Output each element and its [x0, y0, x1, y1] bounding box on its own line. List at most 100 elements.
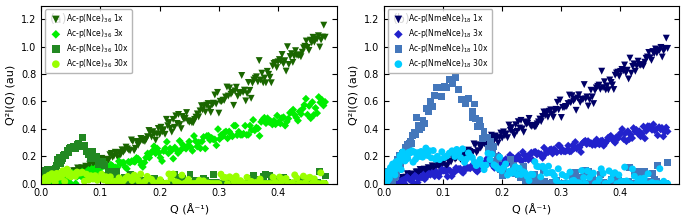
Ac-p(Nce)$_{36}$ 1x	[172, 122, 183, 125]
Ac-p(Nce)$_{36}$ 10x	[197, 181, 208, 184]
Ac-p(Nce)$_{36}$ 10x	[282, 181, 293, 184]
Ac-p(Nce)$_{36}$ 1x	[305, 38, 316, 42]
Ac-p(Nce)$_{36}$ 10x	[40, 171, 51, 175]
Ac-p(NmeNce)$_{18}$ 10x	[523, 175, 534, 179]
Ac-p(Nce)$_{36}$ 30x	[50, 181, 61, 184]
Ac-p(NmeNce)$_{18}$ 1x	[452, 153, 463, 157]
Ac-p(Nce)$_{36}$ 10x	[59, 153, 70, 156]
Ac-p(NmeNce)$_{18}$ 3x	[411, 175, 422, 179]
Ac-p(NmeNce)$_{18}$ 30x	[500, 162, 511, 166]
Ac-p(NmeNce)$_{18}$ 10x	[649, 177, 660, 181]
Ac-p(NmeNce)$_{18}$ 30x	[627, 167, 638, 171]
X-axis label: Q (Å⁻¹): Q (Å⁻¹)	[170, 204, 209, 215]
Ac-p(Nce)$_{36}$ 3x	[222, 137, 233, 140]
Ac-p(NmeNce)$_{18}$ 10x	[382, 182, 393, 185]
Ac-p(Nce)$_{36}$ 3x	[46, 177, 57, 181]
Ac-p(Nce)$_{36}$ 1x	[314, 45, 325, 49]
Ac-p(NmeNce)$_{18}$ 10x	[630, 171, 640, 175]
Ac-p(NmeNce)$_{18}$ 1x	[556, 116, 567, 119]
Ac-p(Nce)$_{36}$ 3x	[284, 111, 295, 115]
Ac-p(Nce)$_{36}$ 1x	[155, 126, 166, 129]
Ac-p(NmeNce)$_{18}$ 1x	[527, 124, 538, 127]
Ac-p(NmeNce)$_{18}$ 30x	[649, 182, 660, 185]
Ac-p(NmeNce)$_{18}$ 1x	[618, 69, 629, 73]
Ac-p(NmeNce)$_{18}$ 30x	[520, 171, 531, 175]
Ac-p(Nce)$_{36}$ 1x	[76, 166, 87, 170]
Ac-p(Nce)$_{36}$ 30x	[109, 180, 120, 183]
Ac-p(Nce)$_{36}$ 10x	[210, 181, 221, 184]
Ac-p(NmeNce)$_{18}$ 1x	[458, 155, 469, 158]
Ac-p(Nce)$_{36}$ 1x	[147, 130, 158, 133]
Ac-p(NmeNce)$_{18}$ 1x	[431, 165, 442, 168]
Ac-p(NmeNce)$_{18}$ 30x	[404, 151, 415, 155]
Ac-p(Nce)$_{36}$ 30x	[218, 176, 229, 179]
Ac-p(Nce)$_{36}$ 3x	[96, 166, 107, 170]
Ac-p(Nce)$_{36}$ 3x	[168, 157, 179, 160]
Ac-p(NmeNce)$_{18}$ 10x	[382, 173, 393, 177]
Ac-p(Nce)$_{36}$ 1x	[151, 132, 162, 135]
Ac-p(Nce)$_{36}$ 10x	[103, 170, 114, 173]
Ac-p(NmeNce)$_{18}$ 3x	[553, 144, 564, 147]
Ac-p(Nce)$_{36}$ 1x	[154, 133, 165, 136]
Ac-p(NmeNce)$_{18}$ 1x	[577, 98, 588, 101]
Ac-p(NmeNce)$_{18}$ 30x	[640, 182, 651, 185]
Ac-p(NmeNce)$_{18}$ 10x	[382, 170, 393, 173]
Ac-p(Nce)$_{36}$ 30x	[51, 175, 62, 179]
Ac-p(Nce)$_{36}$ 10x	[51, 168, 62, 171]
Ac-p(NmeNce)$_{18}$ 10x	[662, 160, 673, 164]
Ac-p(NmeNce)$_{18}$ 1x	[555, 98, 566, 102]
Ac-p(Nce)$_{36}$ 1x	[168, 118, 179, 121]
Ac-p(Nce)$_{36}$ 3x	[49, 182, 60, 185]
Ac-p(NmeNce)$_{18}$ 10x	[560, 182, 571, 185]
Ac-p(NmeNce)$_{18}$ 30x	[488, 163, 499, 167]
Ac-p(NmeNce)$_{18}$ 1x	[534, 117, 545, 121]
Ac-p(Nce)$_{36}$ 10x	[64, 147, 75, 150]
Ac-p(NmeNce)$_{18}$ 3x	[386, 180, 397, 183]
Ac-p(NmeNce)$_{18}$ 30x	[393, 163, 404, 167]
Ac-p(NmeNce)$_{18}$ 3x	[661, 126, 672, 129]
Ac-p(NmeNce)$_{18}$ 10x	[384, 176, 395, 180]
Ac-p(Nce)$_{36}$ 1x	[75, 172, 86, 175]
Ac-p(Nce)$_{36}$ 3x	[45, 181, 55, 185]
Ac-p(Nce)$_{36}$ 30x	[47, 176, 58, 180]
Ac-p(NmeNce)$_{18}$ 10x	[414, 128, 425, 131]
Ac-p(Nce)$_{36}$ 3x	[162, 140, 173, 144]
Ac-p(NmeNce)$_{18}$ 1x	[438, 161, 449, 165]
Ac-p(Nce)$_{36}$ 1x	[42, 182, 53, 185]
Ac-p(NmeNce)$_{18}$ 3x	[475, 164, 486, 167]
Ac-p(Nce)$_{36}$ 10x	[320, 174, 331, 178]
Ac-p(NmeNce)$_{18}$ 1x	[383, 180, 394, 184]
Ac-p(NmeNce)$_{18}$ 1x	[558, 106, 569, 109]
Ac-p(NmeNce)$_{18}$ 1x	[470, 143, 481, 147]
Ac-p(NmeNce)$_{18}$ 30x	[391, 166, 402, 169]
Ac-p(Nce)$_{36}$ 3x	[195, 147, 206, 150]
Ac-p(Nce)$_{36}$ 3x	[39, 182, 50, 185]
Ac-p(Nce)$_{36}$ 30x	[244, 182, 255, 185]
Ac-p(NmeNce)$_{18}$ 1x	[642, 55, 653, 59]
Ac-p(NmeNce)$_{18}$ 30x	[599, 182, 610, 185]
Ac-p(NmeNce)$_{18}$ 1x	[445, 160, 456, 164]
Ac-p(Nce)$_{36}$ 1x	[98, 163, 109, 166]
Ac-p(NmeNce)$_{18}$ 1x	[447, 155, 458, 159]
Ac-p(Nce)$_{36}$ 1x	[64, 171, 75, 175]
Ac-p(NmeNce)$_{18}$ 1x	[587, 95, 598, 99]
Ac-p(Nce)$_{36}$ 3x	[302, 113, 313, 116]
Ac-p(Nce)$_{36}$ 3x	[236, 133, 247, 137]
Ac-p(NmeNce)$_{18}$ 3x	[416, 176, 427, 179]
Ac-p(NmeNce)$_{18}$ 3x	[623, 130, 634, 133]
Ac-p(NmeNce)$_{18}$ 1x	[432, 163, 443, 166]
Ac-p(Nce)$_{36}$ 1x	[278, 62, 289, 66]
Ac-p(NmeNce)$_{18}$ 1x	[463, 148, 474, 152]
Ac-p(NmeNce)$_{18}$ 10x	[453, 87, 464, 91]
Ac-p(NmeNce)$_{18}$ 1x	[508, 131, 519, 134]
Ac-p(NmeNce)$_{18}$ 1x	[442, 165, 453, 168]
Ac-p(NmeNce)$_{18}$ 30x	[403, 151, 414, 154]
Text: (a): (a)	[50, 13, 68, 26]
Ac-p(NmeNce)$_{18}$ 3x	[549, 147, 560, 151]
Ac-p(NmeNce)$_{18}$ 3x	[388, 181, 399, 184]
Ac-p(NmeNce)$_{18}$ 1x	[409, 174, 420, 177]
Ac-p(NmeNce)$_{18}$ 30x	[471, 164, 482, 167]
Ac-p(Nce)$_{36}$ 10x	[186, 182, 197, 185]
Ac-p(Nce)$_{36}$ 1x	[107, 156, 118, 159]
Ac-p(NmeNce)$_{18}$ 3x	[529, 150, 540, 154]
